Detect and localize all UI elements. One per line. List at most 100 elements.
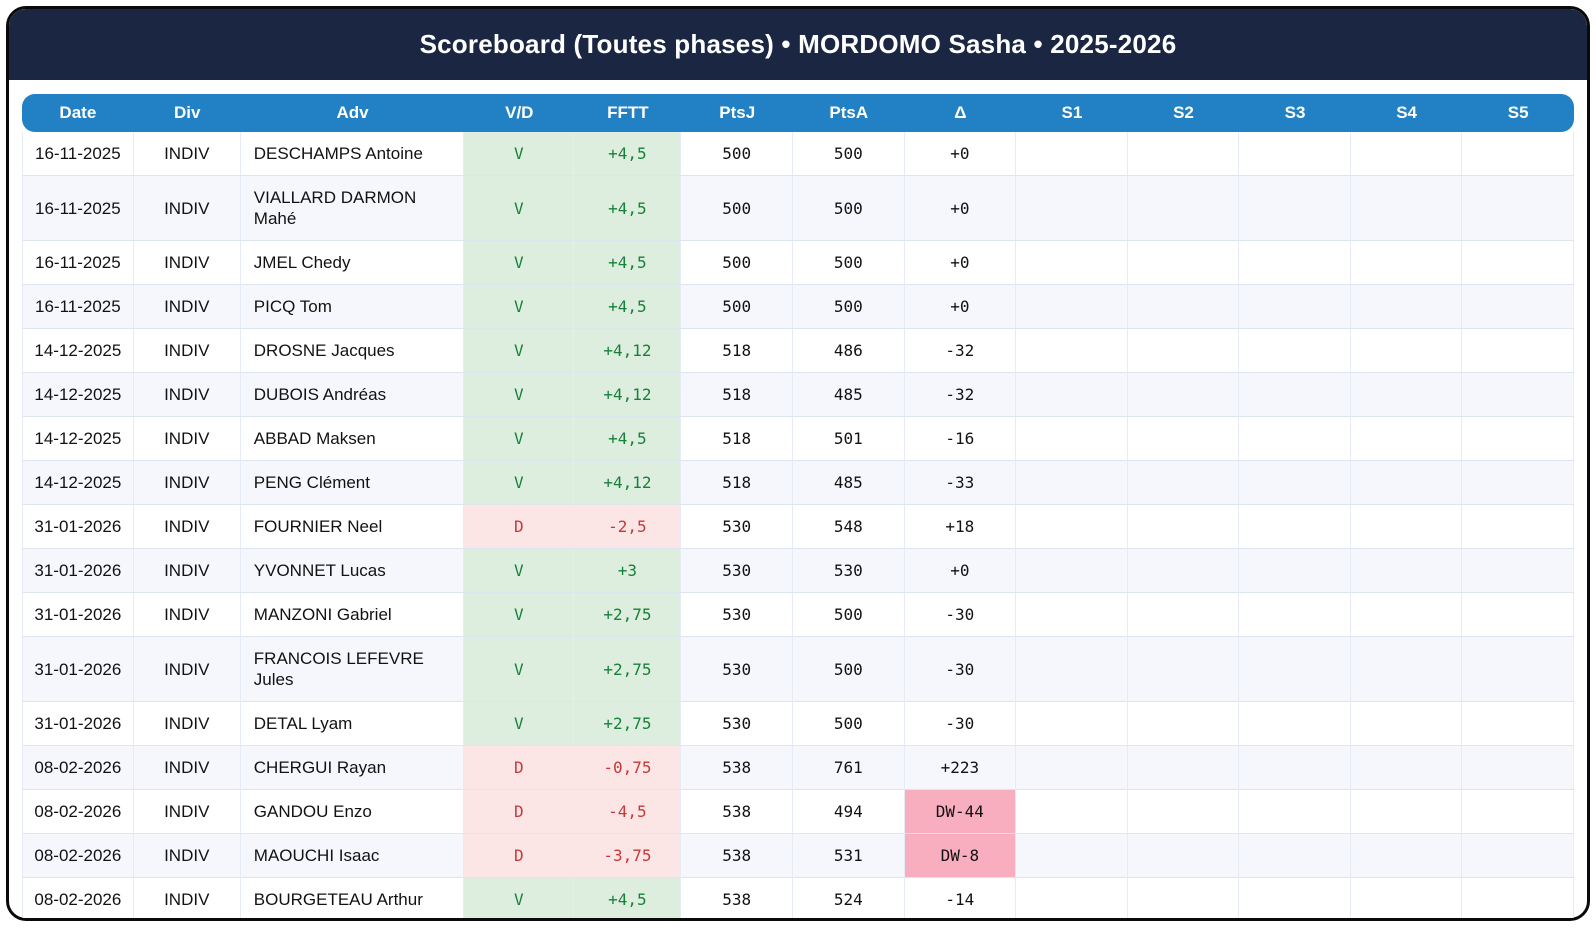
cell-set2 — [1127, 593, 1240, 637]
cell-delta: -30 — [904, 593, 1017, 637]
cell-set5 — [1462, 593, 1574, 637]
cell-player-points: 518 — [681, 461, 793, 505]
cell-delta: -33 — [904, 461, 1017, 505]
column-header-fftt: FFTT — [574, 94, 682, 132]
cell-set4 — [1350, 241, 1463, 285]
cell-set3 — [1239, 417, 1351, 461]
cell-set5 — [1462, 241, 1574, 285]
cell-date: 31-01-2026 — [22, 549, 134, 593]
title-bar: Scoreboard (Toutes phases) • MORDOMO Sas… — [9, 9, 1587, 80]
cell-player-points: 530 — [681, 702, 793, 746]
cell-delta: +0 — [904, 241, 1017, 285]
cell-division: INDIV — [133, 878, 241, 918]
cell-player-points: 500 — [681, 132, 793, 176]
cell-delta: +0 — [904, 285, 1017, 329]
cell-opponent: MAOUCHI Isaac — [240, 834, 465, 878]
cell-set2 — [1127, 373, 1240, 417]
cell-player-points: 530 — [681, 637, 793, 702]
cell-set4 — [1350, 834, 1463, 878]
match-row: 31-01-2026 INDIV FRANCOIS LEFEVRE Jules … — [22, 637, 1574, 702]
cell-opponent: FRANCOIS LEFEVRE Jules — [240, 637, 465, 702]
cell-set1 — [1016, 132, 1128, 176]
cell-player-points: 538 — [681, 834, 793, 878]
cell-fftt-points: +4,5 — [574, 285, 682, 329]
cell-opponent-points: 524 — [793, 878, 905, 918]
cell-opponent-points: 500 — [793, 637, 905, 702]
cell-set4 — [1350, 746, 1463, 790]
cell-delta: -16 — [904, 417, 1017, 461]
cell-set5 — [1462, 549, 1574, 593]
cell-set1 — [1016, 834, 1128, 878]
cell-set5 — [1462, 790, 1574, 834]
cell-set5 — [1462, 505, 1574, 549]
cell-fftt-points: +3 — [574, 549, 682, 593]
cell-fftt-points: +4,5 — [574, 878, 682, 918]
score-table-body: 16-11-2025 INDIV DESCHAMPS Antoine V +4,… — [22, 132, 1574, 918]
cell-set2 — [1127, 790, 1240, 834]
match-row: 14-12-2025 INDIV DUBOIS Andréas V +4,12 … — [22, 373, 1574, 417]
cell-set2 — [1127, 285, 1240, 329]
cell-win-loss: D — [464, 505, 575, 549]
cell-fftt-points: +4,12 — [574, 329, 682, 373]
table-container: Date Div Adv V/D FFTT PtsJ PtsA Δ S1 S2 … — [9, 80, 1587, 918]
cell-opponent-points: 500 — [793, 241, 905, 285]
cell-win-loss: D — [464, 834, 575, 878]
cell-set5 — [1462, 373, 1574, 417]
cell-win-loss: V — [464, 637, 575, 702]
cell-set5 — [1462, 746, 1574, 790]
cell-set3 — [1239, 549, 1351, 593]
match-row: 14-12-2025 INDIV DROSNE Jacques V +4,12 … — [22, 329, 1574, 373]
cell-date: 14-12-2025 — [22, 461, 134, 505]
cell-set3 — [1239, 132, 1351, 176]
cell-division: INDIV — [133, 549, 241, 593]
cell-fftt-points: +2,75 — [574, 637, 682, 702]
cell-set4 — [1350, 637, 1463, 702]
cell-opponent-points: 494 — [793, 790, 905, 834]
match-row: 16-11-2025 INDIV PICQ Tom V +4,5 500 500… — [22, 285, 1574, 329]
cell-set4 — [1350, 549, 1463, 593]
match-row: 14-12-2025 INDIV PENG Clément V +4,12 51… — [22, 461, 1574, 505]
cell-set4 — [1350, 176, 1463, 241]
column-header-ptsj: PtsJ — [681, 94, 793, 132]
cell-player-points: 538 — [681, 790, 793, 834]
cell-player-points: 518 — [681, 417, 793, 461]
match-row: 08-02-2026 INDIV CHERGUI Rayan D -0,75 5… — [22, 746, 1574, 790]
cell-set3 — [1239, 746, 1351, 790]
cell-date: 14-12-2025 — [22, 373, 134, 417]
cell-opponent-points: 548 — [793, 505, 905, 549]
cell-set4 — [1350, 505, 1463, 549]
cell-opponent-points: 500 — [793, 132, 905, 176]
cell-opponent: FOURNIER Neel — [240, 505, 465, 549]
cell-opponent-points: 485 — [793, 461, 905, 505]
cell-opponent-points: 761 — [793, 746, 905, 790]
cell-player-points: 538 — [681, 746, 793, 790]
cell-set5 — [1462, 132, 1574, 176]
cell-set1 — [1016, 241, 1128, 285]
cell-opponent: GANDOU Enzo — [240, 790, 465, 834]
cell-set3 — [1239, 702, 1351, 746]
cell-set1 — [1016, 329, 1128, 373]
cell-opponent-points: 501 — [793, 417, 905, 461]
cell-opponent-points: 500 — [793, 285, 905, 329]
cell-set5 — [1462, 329, 1574, 373]
cell-set4 — [1350, 329, 1463, 373]
cell-player-points: 530 — [681, 505, 793, 549]
cell-opponent: MANZONI Gabriel — [240, 593, 465, 637]
cell-set3 — [1239, 593, 1351, 637]
cell-opponent-points: 500 — [793, 702, 905, 746]
cell-set5 — [1462, 285, 1574, 329]
cell-division: INDIV — [133, 285, 241, 329]
match-row: 08-02-2026 INDIV GANDOU Enzo D -4,5 538 … — [22, 790, 1574, 834]
cell-date: 08-02-2026 — [22, 746, 134, 790]
cell-set5 — [1462, 878, 1574, 918]
cell-set2 — [1127, 176, 1240, 241]
cell-fftt-points: -4,5 — [574, 790, 682, 834]
cell-player-points: 518 — [681, 373, 793, 417]
match-row: 16-11-2025 INDIV JMEL Chedy V +4,5 500 5… — [22, 241, 1574, 285]
cell-division: INDIV — [133, 329, 241, 373]
match-row: 16-11-2025 INDIV VIALLARD DARMON Mahé V … — [22, 176, 1574, 241]
cell-win-loss: V — [464, 373, 575, 417]
cell-division: INDIV — [133, 417, 241, 461]
cell-win-loss: V — [464, 241, 575, 285]
cell-opponent: PENG Clément — [240, 461, 465, 505]
